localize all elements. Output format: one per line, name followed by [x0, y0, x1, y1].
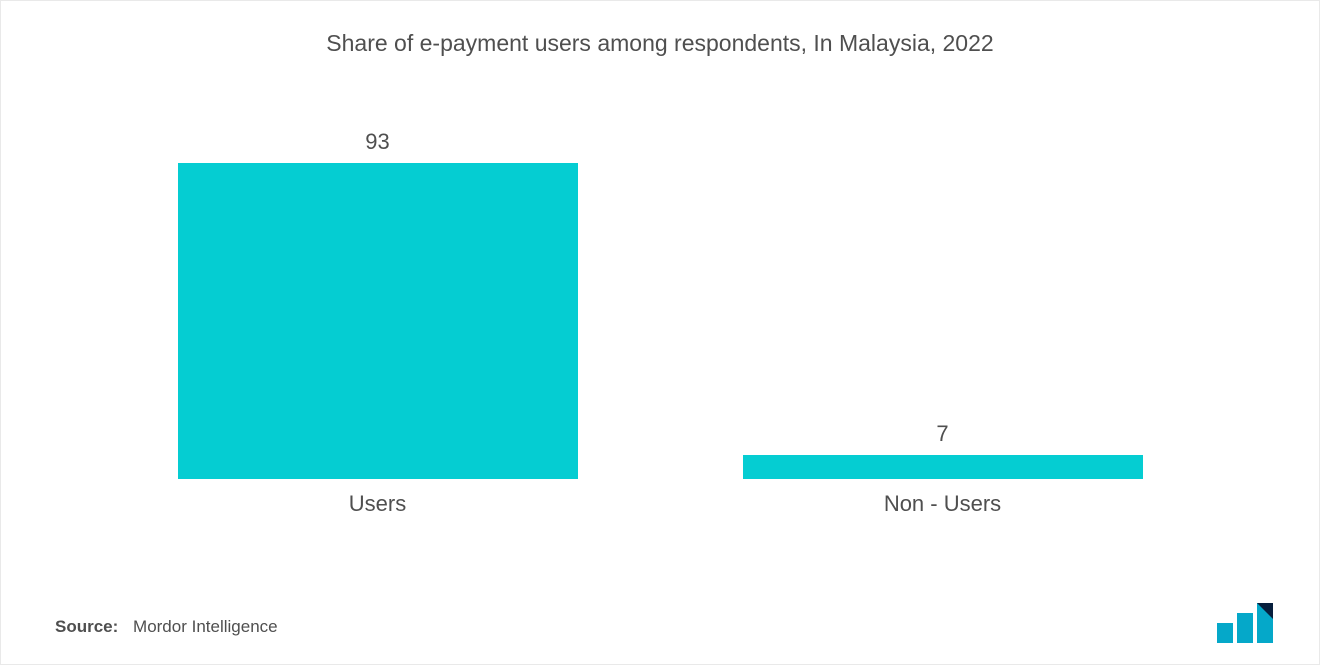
category-label-nonusers: Non - Users: [884, 491, 1001, 517]
source-line: Source: Mordor Intelligence: [55, 617, 278, 637]
bar-group-nonusers: 7 Non - Users: [743, 421, 1143, 517]
brand-logo: [1215, 601, 1285, 645]
bar-nonusers: [743, 455, 1143, 479]
plot-area: 93 Users 7 Non - Users: [55, 117, 1265, 517]
bar-group-users: 93 Users: [178, 129, 578, 517]
source-label: Source:: [55, 617, 118, 636]
logo-icon: [1215, 601, 1285, 645]
bar-value-nonusers: 7: [936, 421, 948, 447]
chart-container: Share of e-payment users among responden…: [0, 0, 1320, 665]
bar-value-users: 93: [365, 129, 389, 155]
category-label-users: Users: [349, 491, 406, 517]
chart-title: Share of e-payment users among responden…: [55, 30, 1265, 57]
bar-users: [178, 163, 578, 479]
source-value: Mordor Intelligence: [133, 617, 278, 636]
